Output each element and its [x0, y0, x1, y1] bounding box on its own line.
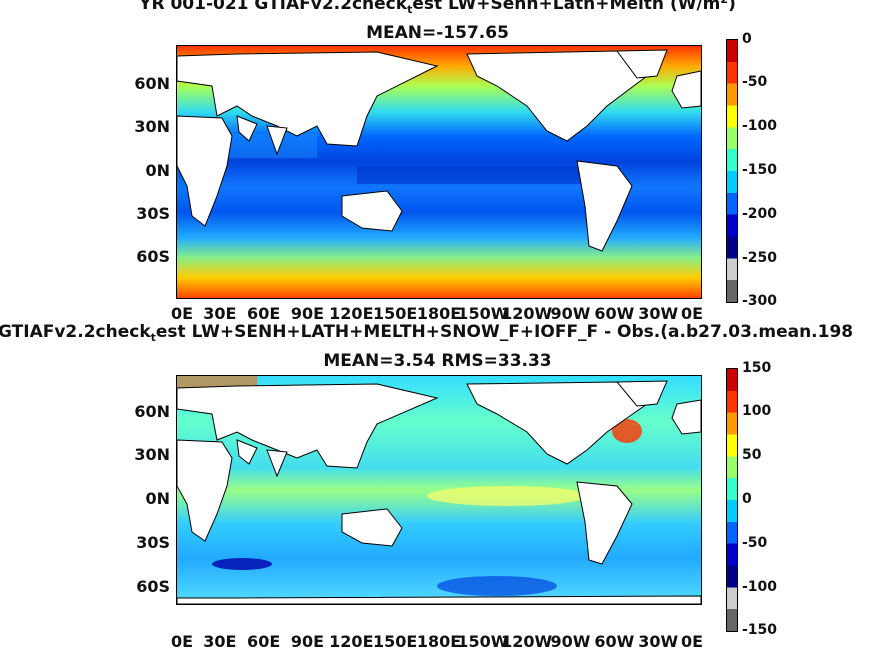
panel2-lat-60n: 60N: [134, 402, 170, 421]
panel1-africa: [177, 115, 233, 227]
panel1-lat-0n: 0N: [145, 161, 170, 180]
panel1-cbar-tick-0: 0: [742, 31, 752, 47]
panel1-lat-60s: 60S: [136, 247, 170, 266]
panel2-lon-tick-8: 120W: [501, 632, 553, 651]
panel1-lon-tick-3: 90E: [290, 304, 325, 323]
panel1-cbar-tick-2: -100: [742, 118, 778, 134]
panel2-title-sub: t: [150, 331, 156, 342]
panel1-cbar-tick-4: -200: [742, 206, 778, 222]
panel1-lon-tick-9: 90W: [550, 304, 591, 323]
panel2-europe-edge: [671, 399, 701, 435]
panel1-cbar-tick-6: -300: [742, 293, 778, 309]
panel2-cbar-tick-0: 150: [742, 360, 772, 376]
panel2-cbar-tick-1: 100: [742, 403, 772, 419]
panel2-title-text-a: GTIAFv2.2check: [0, 322, 151, 342]
panel2-lon-tick-3: 90E: [290, 632, 325, 651]
panel1-lon-tick-4: 120E: [329, 304, 374, 323]
panel1-lon-tick-8: 120W: [501, 304, 553, 323]
panel2-indian-south-anomaly: [212, 558, 272, 570]
panel1-lon-tick-0: 0E: [170, 304, 194, 323]
panel1-lon-tick-12: 0E: [680, 304, 704, 323]
panel2-map-svg: [177, 376, 701, 604]
panel1-colorbar-fill: [727, 40, 737, 302]
panel1-title-sup: 2: [720, 0, 728, 6]
panel1-cbar-tick-1: -50: [742, 74, 768, 90]
panel2-australia: [341, 508, 403, 547]
panel1-cbar-tick-3: -150: [742, 162, 778, 178]
panel1-land: [177, 49, 701, 252]
panel2-cbar-tick-5: -100: [742, 579, 778, 595]
panel2-colorbar-fill: [727, 369, 737, 631]
panel1-colorbar: [726, 39, 738, 303]
panel2-southern-anomaly: [437, 576, 557, 596]
panel2-title-line1: GTIAFv2.2checktest LW+SENH+LATH+MELTH+SN…: [0, 322, 875, 342]
panel1-arabia-india: [236, 115, 288, 156]
panel1-australia: [341, 190, 403, 232]
panel2-lon-tick-12: 0E: [680, 632, 704, 651]
panel1-title-text-a: YR 001-021 GTIAFv2.2check: [139, 0, 408, 14]
panel1-lon-tick-11: 30W: [638, 304, 679, 323]
panel2-eurasia: [177, 383, 439, 469]
panel1-map: [176, 45, 702, 299]
panel2-cbar-tick-3: 0: [742, 491, 752, 507]
panel2-lon-tick-11: 30W: [638, 632, 679, 651]
panel1-lon-tick-1: 30E: [203, 304, 237, 323]
panel2-title-text-b: est LW+SENH+LATH+MELTH+SNOW_F+IOFF_F - O…: [155, 322, 854, 342]
panel1-title-text-c: ): [728, 0, 736, 14]
panel2-lat-30s: 30S: [136, 533, 170, 552]
panel2-cbar-tick-6: -150: [742, 622, 778, 638]
panel2-lat-0n: 0N: [145, 489, 170, 508]
panel1-europe-edge: [671, 70, 701, 109]
panel1-south-america: [576, 160, 633, 252]
panel2-lon-tick-10: 60W: [594, 632, 635, 651]
panel1-greenland: [616, 49, 668, 79]
panel1-lat-30n: 30N: [134, 117, 170, 136]
panel2-equatorial-anomaly: [427, 486, 587, 506]
panel1-lon-tick-5: 150E: [372, 304, 418, 323]
panel2-gulfstream-anomaly: [612, 419, 642, 443]
panel2-lon-tick-1: 30E: [203, 632, 237, 651]
panel2-africa: [177, 439, 233, 542]
panel2-lon-tick-4: 120E: [329, 632, 374, 651]
panel2-colorbar: [726, 368, 738, 632]
panel1-lat-60n: 60N: [134, 74, 170, 93]
panel2-lon-tick-6: 180E: [416, 632, 462, 651]
panel1-title-mean: MEAN=-157.65: [366, 23, 509, 43]
panel2-antarctica: [177, 595, 701, 604]
panel2-land: [177, 380, 701, 604]
panel1-lon-tick-10: 60W: [594, 304, 635, 323]
panel2-south-america: [576, 481, 633, 565]
panel1-eurasia: [177, 51, 439, 147]
panel2-lon-tick-0: 0E: [170, 632, 194, 651]
panel2-arabia-india: [236, 439, 288, 478]
panel2-lon-tick-5: 150E: [372, 632, 418, 651]
panel1-title-line1: YR 001-021 GTIAFv2.2checktest LW+Senh+La…: [0, 0, 875, 14]
panel2-cbar-tick-4: -50: [742, 535, 768, 551]
panel1-lon-tick-2: 60E: [247, 304, 281, 323]
panel2-lon-tick-9: 90W: [550, 632, 591, 651]
panel1-lat-30s: 30S: [136, 204, 170, 223]
panel2-map: [176, 375, 702, 605]
panel2-lon-tick-2: 60E: [247, 632, 281, 651]
panel2-cbar-tick-2: 50: [742, 447, 762, 463]
panel2-lat-30n: 30N: [134, 445, 170, 464]
panel2-lon-tick-7: 150W: [457, 632, 509, 651]
panel2-title-mean: MEAN=3.54 RMS=33.33: [323, 351, 552, 371]
panel1-lon-tick-6: 180E: [416, 304, 462, 323]
panel1-cbar-tick-5: -250: [742, 250, 778, 266]
panel1-title-sub: t: [407, 3, 413, 14]
panel1-equatorial-band: [357, 166, 587, 184]
panel2-greenland: [615, 380, 668, 407]
panel2-lat-60s: 60S: [136, 577, 170, 596]
panel1-title-text-b: est LW+Senh+Lath+Melth (W/m: [412, 0, 721, 14]
panel1-map-svg: [177, 46, 701, 298]
panel1-lon-tick-7: 150W: [457, 304, 509, 323]
